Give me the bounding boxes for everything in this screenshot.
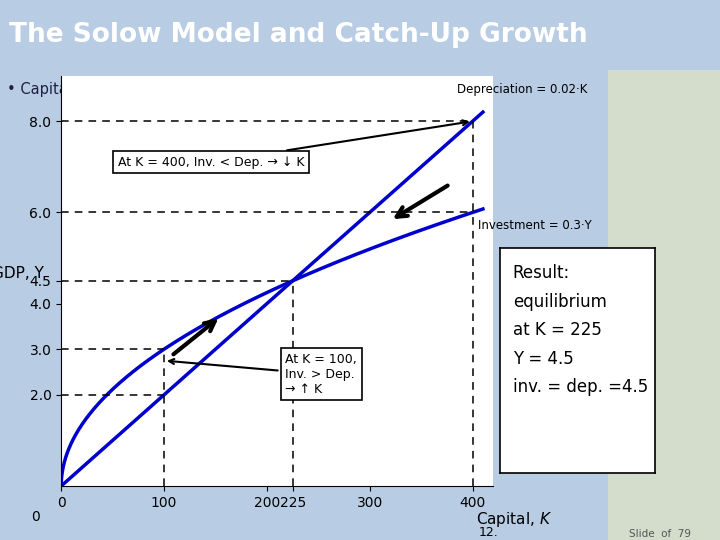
Text: Depreciation = 0.02·K: Depreciation = 0.02·K — [457, 83, 588, 96]
Y-axis label: GDP, Y: GDP, Y — [0, 266, 44, 281]
Text: 0: 0 — [32, 510, 40, 524]
Text: Investment = 0.3·Y: Investment = 0.3·Y — [478, 219, 592, 232]
Text: Result:
equilibrium
at K = 225
Y = 4.5
inv. = dep. =4.5: Result: equilibrium at K = 225 Y = 4.5 i… — [513, 264, 648, 396]
Text: Capital, $K$: Capital, $K$ — [476, 510, 552, 529]
Text: At K = 100,
Inv. > Dep.
→ ↑ K: At K = 100, Inv. > Dep. → ↑ K — [169, 353, 357, 396]
Text: At K = 400, Inv. < Dep. → ↓ K: At K = 400, Inv. < Dep. → ↓ K — [118, 120, 467, 168]
Text: • Capital Increases or Decreases Until Investment = Depreciation: • Capital Increases or Decreases Until I… — [7, 82, 489, 97]
Bar — [608, 70, 720, 540]
Text: 12.: 12. — [478, 526, 498, 539]
Text: Slide  of  79: Slide of 79 — [629, 529, 691, 539]
Text: The Solow Model and Catch-Up Growth: The Solow Model and Catch-Up Growth — [9, 22, 588, 48]
